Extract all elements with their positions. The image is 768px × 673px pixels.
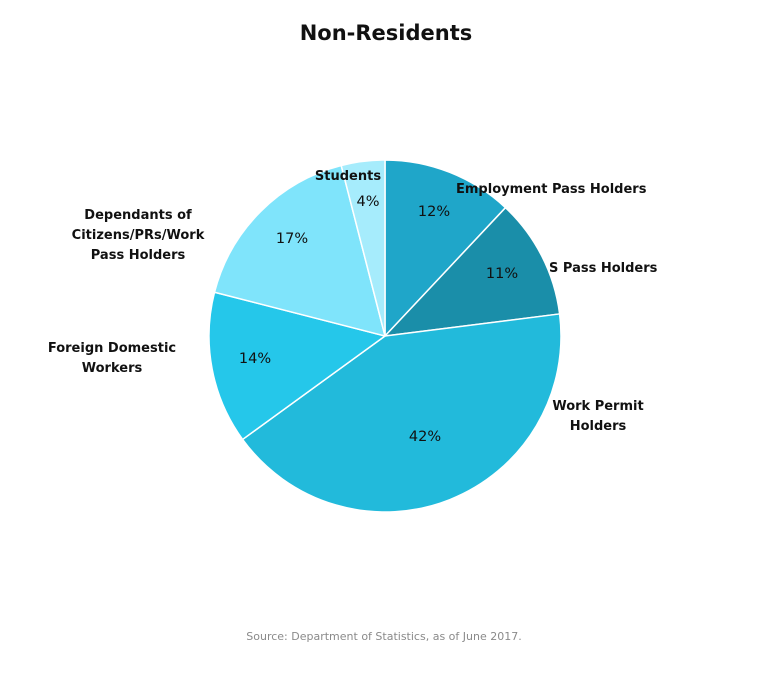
- slice-percentage-label: 12%: [418, 204, 450, 220]
- pie-slice: [241, 313, 562, 513]
- percentage-labels: 12% 11% 42% 14% 17% 4%: [239, 194, 518, 445]
- slice-category-label: S Pass Holders: [549, 261, 658, 276]
- slice-category-label: Students: [315, 169, 381, 184]
- slice-category-label-line: Holders: [570, 419, 627, 434]
- pie-slice: [384, 159, 507, 337]
- slice-category-label-line: Foreign Domestic: [48, 341, 176, 356]
- slice-category-label: Dependants of Citizens/PRs/Work Pass Holde…: [72, 208, 205, 263]
- slice-category-label-line: Citizens/PRs/Work: [72, 228, 205, 243]
- slice-percentage-label: 17%: [276, 231, 308, 247]
- slice-category-label: Employment Pass Holders: [456, 182, 647, 197]
- pie-slice: [384, 206, 561, 337]
- slice-percentage-label: 11%: [486, 266, 518, 282]
- source-note: Source: Department of Statistics, as of …: [246, 630, 521, 643]
- slice-percentage-label: 14%: [239, 351, 271, 367]
- slice-category-label-line: Work Permit: [552, 399, 643, 414]
- category-labels: Employment Pass Holders S Pass Holders Wor…: [48, 169, 658, 434]
- slice-category-label: Work Permit Holders: [552, 399, 643, 434]
- slice-category-label-line: Pass Holders: [91, 248, 186, 263]
- pie-slice: [213, 164, 386, 337]
- slice-category-label-line: Employment Pass Holders: [456, 182, 647, 197]
- slice-category-label: Foreign Domestic Workers: [48, 341, 176, 376]
- slice-category-label-line: Workers: [82, 361, 143, 376]
- slice-category-label-line: Dependants of: [84, 208, 192, 223]
- slice-percentage-label: 4%: [356, 194, 379, 210]
- slice-category-label-line: S Pass Holders: [549, 261, 658, 276]
- pie-slices: [208, 159, 562, 513]
- slice-percentage-label: 42%: [409, 429, 441, 445]
- chart-title: Non-Residents: [300, 21, 473, 45]
- pie-slice: [340, 159, 386, 337]
- pie-slice: [208, 291, 386, 441]
- slice-category-label-line: Students: [315, 169, 381, 184]
